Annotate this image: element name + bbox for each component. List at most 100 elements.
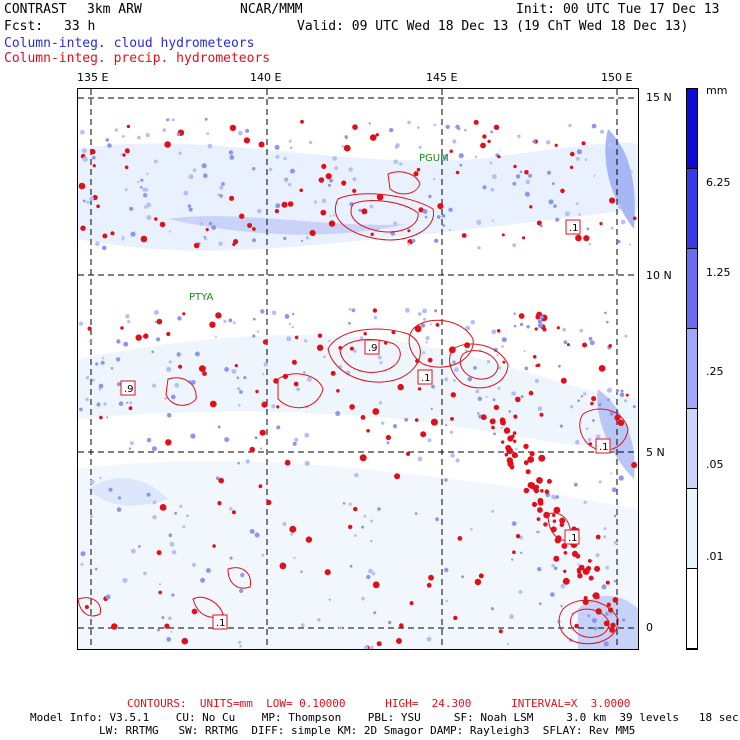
precip-cell <box>464 342 471 349</box>
contour-label: .9 <box>124 384 134 395</box>
cloud-cell <box>237 130 243 136</box>
cloud-cell <box>618 475 624 481</box>
cloud-cell <box>591 617 598 624</box>
cloud-cell <box>434 238 439 243</box>
precip-cell <box>563 551 568 555</box>
precip-cell <box>324 569 331 576</box>
colorbar-level: 1.25 <box>706 266 731 279</box>
lat-label-5n: 5 N <box>646 446 665 459</box>
precip-cell <box>603 620 610 627</box>
cloud-cell <box>237 387 241 391</box>
cloud-cell <box>335 411 341 416</box>
cloud-cell <box>425 336 430 341</box>
cloud-cell <box>86 376 90 380</box>
cloud-cell <box>183 190 189 196</box>
cloud-cell <box>595 553 600 558</box>
precip-cell <box>330 370 336 376</box>
cloud-cell <box>126 401 129 404</box>
precip-cell <box>320 209 327 216</box>
precip-cell <box>578 564 585 571</box>
precip-cell <box>407 229 411 233</box>
cloud-cell <box>359 336 364 340</box>
cloud-cell <box>551 494 556 499</box>
cloud-cell <box>559 424 563 428</box>
cloud-cell <box>491 219 494 222</box>
cloud-cell <box>461 575 464 579</box>
cloud-cell <box>287 182 292 187</box>
precip-cell <box>595 595 600 599</box>
cloud-cell <box>290 146 293 149</box>
cloud-cell <box>166 118 170 122</box>
cloud-cell <box>120 153 123 156</box>
colorbar <box>686 88 698 650</box>
precip-cell <box>505 444 512 451</box>
cloud-cell <box>190 380 196 385</box>
cloud-cell <box>418 145 422 149</box>
map-panel[interactable]: .1 .9 .9 .1 .1 .1 .1 PGUM PTYA <box>77 88 639 650</box>
cloud-cell <box>537 567 542 572</box>
cloud-cell <box>308 140 313 145</box>
cloud-cell <box>116 357 121 362</box>
cloud-cell <box>467 376 473 382</box>
precip-cell <box>428 574 434 581</box>
precip-cell <box>259 429 266 436</box>
cloud-cell <box>191 562 196 567</box>
cloud-cell <box>617 239 621 244</box>
precip-cell <box>239 213 245 219</box>
precip-cell <box>543 511 550 519</box>
cloud-cell <box>252 238 256 243</box>
cloud-cell <box>146 437 152 443</box>
cloud-cell <box>313 200 318 204</box>
cloud-cell <box>218 241 223 246</box>
cloud-cell <box>194 351 200 357</box>
precip-cell <box>591 396 597 402</box>
precip-cell <box>427 357 433 363</box>
cloud-cell <box>102 245 107 251</box>
cloud-cell <box>252 167 256 171</box>
cloud-cell <box>89 196 94 201</box>
cloud-cell <box>620 219 626 225</box>
cloud-cell <box>433 123 437 127</box>
cloud-cell <box>162 128 167 132</box>
cloud-cell <box>477 246 481 250</box>
cloud-cell <box>243 376 247 380</box>
cloud-cell <box>452 379 456 382</box>
precip-cell <box>537 507 543 513</box>
cloud-cell <box>526 325 530 329</box>
cloud-cell <box>142 187 146 192</box>
precip-cell <box>588 575 594 581</box>
precip-cell <box>158 590 162 595</box>
cloud-cell <box>603 535 607 539</box>
cloud-cell <box>547 170 551 175</box>
cloud-cell <box>256 330 260 333</box>
valid-time: Valid: 09 UTC Wed 18 Dec 13 (19 ChT Wed … <box>297 19 689 34</box>
cloud-cell <box>465 325 471 331</box>
cloud-cell <box>153 310 159 315</box>
precip-cell <box>608 344 612 348</box>
cloud-cell <box>452 360 456 364</box>
precip-cell <box>276 405 280 409</box>
cloud-cell <box>176 132 181 136</box>
precip-cell <box>523 487 530 494</box>
station-pgum: PGUM <box>419 153 449 164</box>
cloud-cell <box>354 534 357 537</box>
cloud-cell <box>592 419 595 422</box>
cloud-cell <box>373 611 377 615</box>
precip-cell <box>614 414 621 421</box>
precip-contours <box>78 171 629 645</box>
cloud-cell <box>130 441 134 446</box>
cloud-cell <box>560 605 563 608</box>
precip-cell <box>598 365 606 372</box>
cloud-cell <box>568 123 572 128</box>
cloud-cell <box>339 626 343 630</box>
cloud-cell <box>79 407 83 412</box>
cloud-cell <box>268 167 273 172</box>
precip-cell <box>376 641 382 647</box>
cloud-cell <box>206 132 210 135</box>
precip-cell <box>575 234 582 242</box>
precip-cell <box>582 342 588 348</box>
precip-cell <box>435 323 440 327</box>
cloud-cell <box>492 398 496 402</box>
cloud-cell <box>304 432 310 438</box>
cloud-cell <box>187 204 192 208</box>
